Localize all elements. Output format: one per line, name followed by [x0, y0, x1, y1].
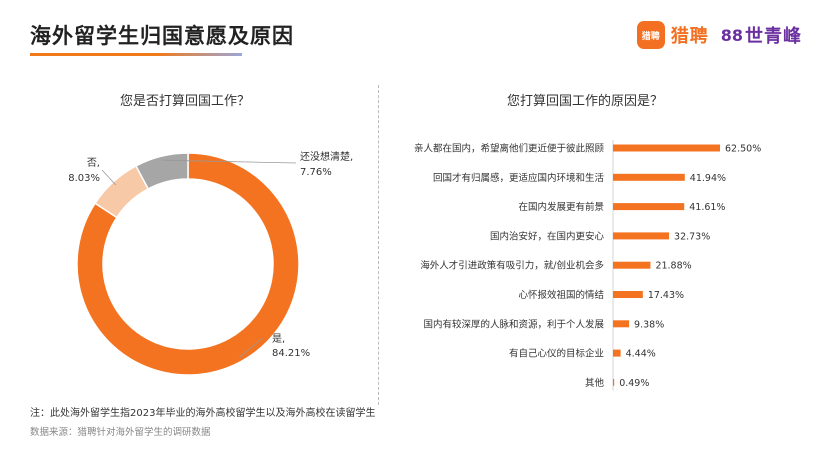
- bar-4: [613, 232, 670, 240]
- slice-label-undecided: 还没想清楚,: [300, 150, 353, 163]
- bar-value-label-4: 32.73%: [674, 231, 710, 242]
- section-divider: [378, 85, 379, 405]
- bar-7: [613, 320, 630, 328]
- bar-category-label-1: 亲人都在国内，希望离他们更近便于彼此照顾: [414, 143, 605, 155]
- leader-line-undecided: [162, 159, 297, 164]
- liepin-logo-icon: 猎聘: [636, 21, 665, 49]
- slice-label-no: 否,: [87, 157, 100, 169]
- slice-value-yes: 84.21%: [272, 348, 310, 359]
- liepin-logo-text: 猎聘: [670, 26, 709, 47]
- bar-2: [613, 173, 685, 181]
- bar-value-label-2: 41.94%: [690, 173, 726, 184]
- bar-category-label-6: 心怀报效祖国的情结: [518, 289, 604, 301]
- bar-category-label-2: 回国才有归属感，更适应国内环境和生活: [433, 172, 605, 184]
- bar-value-label-3: 41.61%: [689, 202, 725, 213]
- bar-9: [613, 378, 615, 386]
- bar-category-label-8: 有自己心仪的目标企业: [509, 348, 604, 360]
- partner-logo-text: 世青峰: [745, 26, 802, 47]
- bar-3: [613, 203, 685, 211]
- donut-chart-title: 您是否打算回国工作？: [119, 94, 250, 109]
- bar-category-label-5: 海外人才引进政策有吸引力，就/创业机会多: [420, 260, 604, 272]
- donut-slice-yes: [76, 152, 300, 376]
- slice-label-yes: 是,: [272, 333, 285, 345]
- bar-5: [613, 261, 651, 269]
- bar-value-label-8: 4.44%: [626, 349, 656, 360]
- bar-8: [613, 349, 621, 357]
- leader-line-no: [101, 169, 117, 186]
- bar-value-label-5: 21.88%: [655, 261, 691, 272]
- partner-logo-icon: 88: [720, 25, 743, 45]
- title-underline: [30, 53, 242, 56]
- bar-category-label-4: 国内治安好，在国内更安心: [490, 230, 605, 242]
- partner-logo: 88 世青峰: [721, 22, 802, 48]
- leader-line-yes: [238, 337, 263, 359]
- data-source: 数据来源：猎聘针对海外留学生的调研数据: [30, 427, 211, 438]
- bar-category-label-3: 在国内发展更有前景: [518, 201, 604, 213]
- bar-category-label-7: 国内有较深厚的人脉和资源，利于个人发展: [423, 318, 604, 330]
- bar-chart-title: 您打算回国工作的原因是？: [506, 94, 663, 109]
- page-title: 海外留学生归国意愿及原因: [30, 24, 294, 48]
- brand-logo: 猎聘 猎聘 88 世青峰: [636, 20, 802, 50]
- bar-1: [613, 144, 720, 152]
- slice-value-no: 8.03%: [68, 173, 100, 184]
- bar-value-label-7: 9.38%: [634, 319, 664, 330]
- bar-value-label-1: 62.50%: [725, 144, 761, 155]
- donut-slice-undecided: [134, 152, 189, 190]
- footnote: 注：此处海外留学生指2023年毕业的海外高校留学生以及海外高校在读留学生: [30, 408, 376, 419]
- bar-value-label-9: 0.49%: [619, 378, 649, 389]
- slice-value-undecided: 7.76%: [300, 167, 332, 178]
- bar-category-label-9: 其他: [585, 377, 605, 389]
- bar-value-label-6: 17.43%: [648, 290, 684, 301]
- bar-6: [613, 291, 643, 298]
